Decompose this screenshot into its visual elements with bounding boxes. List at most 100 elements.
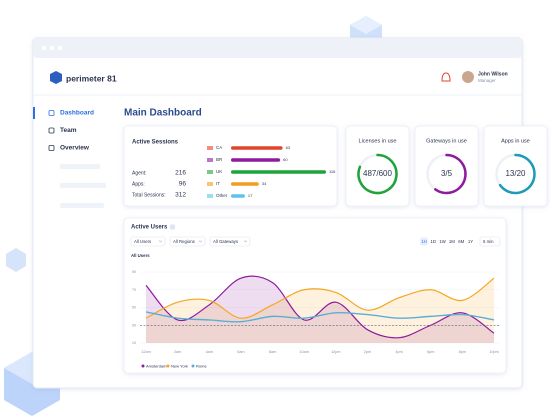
bell-icon[interactable] (441, 72, 451, 82)
x-tick-label: 12am (141, 350, 151, 354)
x-tick-label: 4am (206, 350, 213, 354)
interval-label: 5 min (483, 239, 494, 244)
sessions-title: Active Sessions (132, 140, 179, 146)
nav-placeholder (60, 164, 100, 169)
gauge-arc (498, 153, 536, 195)
info-icon[interactable] (170, 224, 175, 230)
user-role: Manager (478, 78, 496, 83)
session-bar (231, 182, 259, 186)
session-bar (231, 170, 326, 174)
filter-dropdown[interactable] (209, 236, 251, 247)
stat-label: Total Sessions: (132, 192, 166, 198)
range-button[interactable]: 6M (458, 239, 464, 244)
x-tick-label: 6am (237, 350, 244, 354)
session-value: 63 (286, 145, 291, 150)
filter-label: All Gateways (213, 239, 238, 244)
legend-label: Amsterdam (146, 363, 167, 368)
gauge-title: Gateways in use (426, 138, 467, 144)
country-code: Other (216, 193, 228, 198)
legend-swatch (141, 364, 145, 368)
x-tick-label: 6pm (427, 350, 434, 354)
y-axis-label: All Users (131, 253, 150, 258)
series-line (145, 277, 495, 319)
series-line (145, 311, 495, 323)
x-tick-label: 2pm (364, 350, 371, 354)
gauge-title: Licenses in use (359, 138, 397, 144)
flag (207, 146, 213, 150)
gauge-arc (357, 153, 398, 195)
y-tick-label: 90 (132, 270, 136, 274)
country-code: IT (216, 181, 220, 186)
y-tick-label: 50 (132, 306, 136, 310)
nav-placeholder (60, 183, 106, 188)
avatar[interactable] (462, 71, 474, 83)
legend-swatch (166, 364, 170, 368)
x-tick-label: 8am (269, 350, 276, 354)
session-bar (231, 194, 245, 198)
nav-icon (48, 110, 55, 116)
x-tick-label: 10pm (489, 350, 499, 354)
y-tick-label: 70 (132, 288, 136, 292)
gauge-value: 3/5 (441, 169, 453, 178)
flag (207, 170, 213, 174)
session-bar (231, 146, 283, 150)
x-tick-label: 2am (174, 350, 181, 354)
session-value: 34 (262, 181, 267, 186)
nav-icon (48, 127, 55, 134)
x-tick-label: 12pm (331, 350, 341, 354)
window-dot (57, 45, 63, 51)
range-button[interactable]: 1M (449, 239, 455, 244)
range-button[interactable]: 1D (431, 239, 437, 244)
flag (207, 194, 213, 198)
range-button[interactable]: 1Y (468, 239, 473, 244)
dynamic-content: Dashboard Team Overview Agent: 216 Apps: 96 Tot… (33, 107, 548, 368)
nav-icon (48, 145, 55, 151)
stat-value: 312 (175, 192, 186, 199)
range-active (420, 237, 428, 246)
series-line (145, 275, 495, 339)
x-tick-label: 10am (299, 350, 309, 354)
session-value: 17 (248, 193, 253, 198)
dropdown-caret (198, 240, 203, 243)
country-code: CA (216, 145, 222, 150)
flag (207, 158, 213, 162)
x-tick-label: 8pm (459, 350, 466, 354)
logo: perimeter 81 (66, 73, 117, 83)
nav-placeholder (60, 203, 104, 208)
country-code: BR (216, 157, 223, 162)
session-value: 116 (329, 169, 336, 174)
gauge-arc (434, 153, 467, 195)
stat-label: Apps: (132, 181, 145, 187)
filter-label: All Regions (173, 239, 195, 244)
nav-item[interactable]: Dashboard (60, 110, 94, 117)
filter-dropdown[interactable] (130, 236, 166, 247)
nav-item[interactable]: Team (60, 127, 77, 134)
filter-label: All Users (134, 239, 151, 244)
stat-value: 96 (179, 181, 187, 188)
gauge-title: Apps in use (501, 138, 530, 144)
y-tick-label: 10 (132, 341, 136, 345)
legend-swatch (191, 364, 195, 368)
filter-dropdown[interactable] (169, 236, 206, 247)
session-bar (231, 158, 281, 162)
x-tick-label: 4pm (395, 350, 402, 354)
interval-dropdown[interactable] (479, 236, 501, 247)
series-area (146, 276, 494, 343)
stat-value: 216 (175, 170, 186, 177)
range-button[interactable]: 1H (421, 239, 427, 244)
sessions-card (123, 125, 338, 207)
nav-item[interactable]: Overview (60, 145, 90, 152)
legend-label: Rome (196, 363, 207, 368)
country-code: UK (216, 169, 222, 174)
legend-label: New York (171, 363, 188, 368)
logo-icon (50, 71, 62, 84)
window-dot (41, 45, 47, 51)
gauge-value: 13/20 (505, 169, 526, 178)
decor-cube (6, 248, 26, 272)
title-bar (33, 38, 522, 58)
range-button[interactable]: 1W (439, 239, 446, 244)
session-value: 60 (283, 157, 288, 162)
users-title: Active Users (131, 225, 168, 231)
y-tick-label: 30 (132, 323, 136, 327)
gauge-value: 487/600 (363, 169, 392, 178)
